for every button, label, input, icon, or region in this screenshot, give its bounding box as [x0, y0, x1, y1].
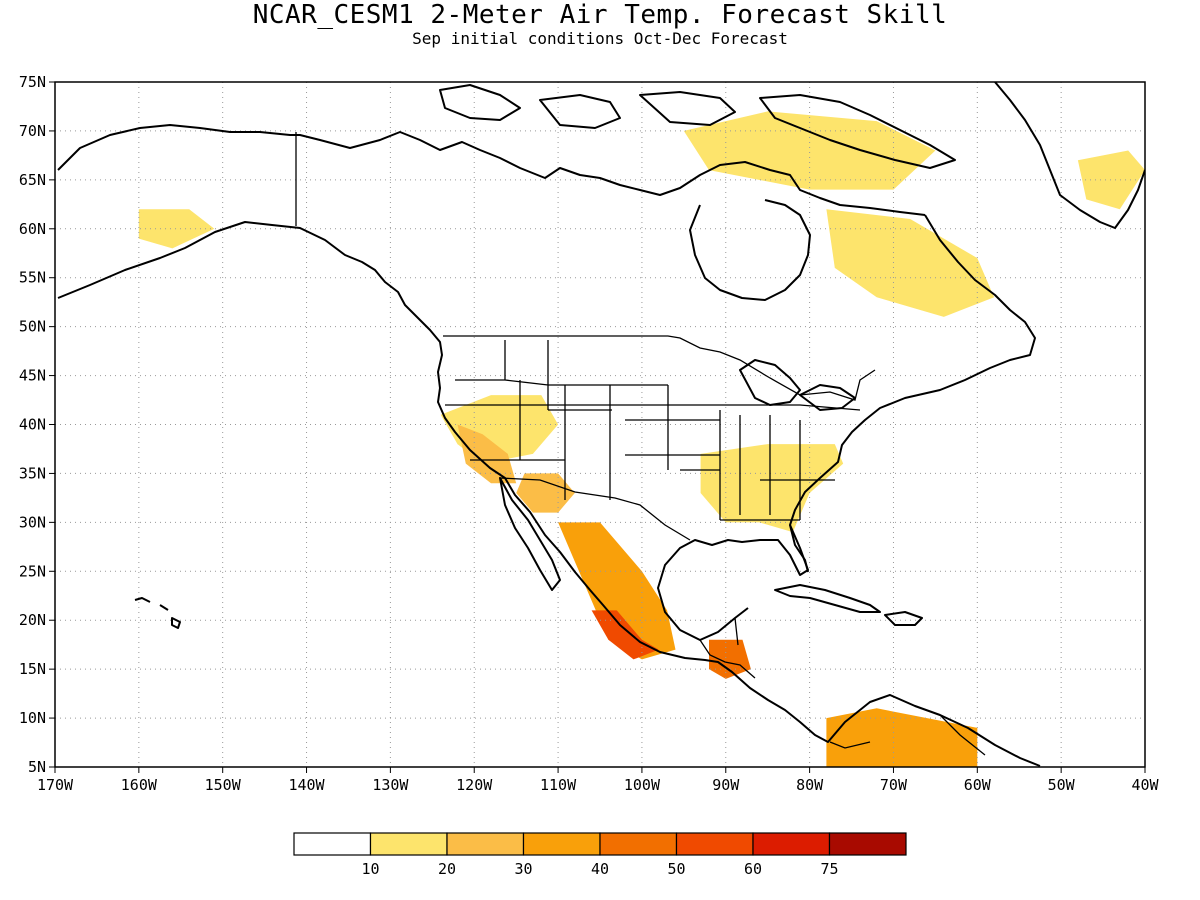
map-title: NCAR_CESM1 2-Meter Air Temp. Forecast Sk…: [252, 0, 948, 30]
coastline-cuba: [774, 584, 881, 613]
coastline-florida: [789, 524, 809, 573]
lon-label: 70W: [880, 776, 908, 794]
skill-region-northern-canada: [683, 111, 936, 190]
colorbar-bin: [293, 832, 372, 856]
colorbar-label: 75: [820, 860, 838, 878]
lat-label: 70N: [19, 122, 46, 140]
colorbar-bin: [675, 832, 754, 856]
lon-label: 130W: [372, 776, 409, 794]
colorbar-label: 50: [667, 860, 685, 878]
skill-region-labrador: [826, 209, 995, 317]
lon-label: 80W: [796, 776, 824, 794]
lat-label: 75N: [19, 73, 46, 91]
border-us-canada: [443, 335, 876, 401]
lat-label: 5N: [28, 758, 46, 776]
lat-label: 10N: [19, 709, 46, 727]
lat-label: 50N: [19, 318, 46, 336]
lon-label: 60W: [964, 776, 992, 794]
colorbar-label: 20: [438, 860, 456, 878]
coastline-mainland: [57, 221, 1041, 767]
lat-label: 40N: [19, 416, 46, 434]
lat-label: 25N: [19, 562, 46, 580]
lon-label: 150W: [205, 776, 242, 794]
border-states: [445, 340, 861, 521]
lon-label: 170W: [37, 776, 74, 794]
skill-region-southeast-us: [700, 444, 844, 533]
lat-label: 45N: [19, 367, 46, 385]
colorbar-bin: [828, 832, 907, 856]
lon-label: 160W: [121, 776, 158, 794]
lon-label: 90W: [712, 776, 740, 794]
skill-region-california: [457, 424, 517, 484]
gridlines: [55, 82, 1145, 767]
coastline-hispaniola: [884, 611, 923, 626]
lat-label: 20N: [19, 611, 46, 629]
colorbar-bin: [369, 832, 448, 856]
lon-label: 110W: [540, 776, 577, 794]
skill-region-greenland: [1077, 150, 1145, 210]
coastline-baja: [499, 477, 561, 591]
coastline-alaska-north: [57, 124, 926, 216]
colorbar-bin: [522, 832, 601, 856]
colorbar-label: 10: [361, 860, 379, 878]
skill-region-venezuela: [826, 708, 978, 767]
lon-label: 140W: [288, 776, 325, 794]
lat-label: 15N: [19, 660, 46, 678]
border-us-mexico: [499, 477, 691, 541]
colorbar-label: 40: [591, 860, 609, 878]
colorbar: 10 20 30 40 50 60 75: [293, 832, 907, 878]
colorbar-bin: [752, 832, 831, 856]
political-borders: [295, 132, 986, 756]
lon-label: 120W: [456, 776, 493, 794]
latitude-labels: 75N 70N 65N 60N 55N 50N 45N 40N 35N 30N 25N 20N 15N 1…: [19, 73, 55, 776]
skill-region-alaska: [138, 209, 215, 249]
colorbar-label: 30: [514, 860, 532, 878]
colorbar-label: 60: [744, 860, 762, 878]
lat-label: 55N: [19, 269, 46, 287]
coastline-arctic-islands: [439, 84, 956, 169]
border-south-america: [829, 714, 986, 756]
border-central-america: [699, 617, 756, 679]
coastline-greenland: [994, 82, 1145, 229]
coastline-hudson-bay: [689, 199, 811, 301]
map-subtitle: Sep initial conditions Oct-Dec Forecast: [412, 29, 788, 48]
longitude-labels: 170W 160W 150W 140W 130W 120W 110W 100W 90W 80W 70…: [37, 767, 1160, 794]
lat-label: 30N: [19, 513, 46, 531]
skill-region-west-mexico: [558, 522, 676, 660]
colorbar-bin: [446, 832, 525, 856]
lat-label: 35N: [19, 464, 46, 482]
skill-shading-layer: [138, 111, 1145, 767]
lon-label: 100W: [624, 776, 661, 794]
colorbar-bin: [599, 832, 678, 856]
lat-label: 65N: [19, 171, 46, 189]
lon-label: 50W: [1048, 776, 1076, 794]
skill-region-arizona: [516, 473, 575, 513]
coastline-hawaii: [134, 597, 181, 629]
lat-label: 60N: [19, 220, 46, 238]
lon-label: 40W: [1131, 776, 1159, 794]
